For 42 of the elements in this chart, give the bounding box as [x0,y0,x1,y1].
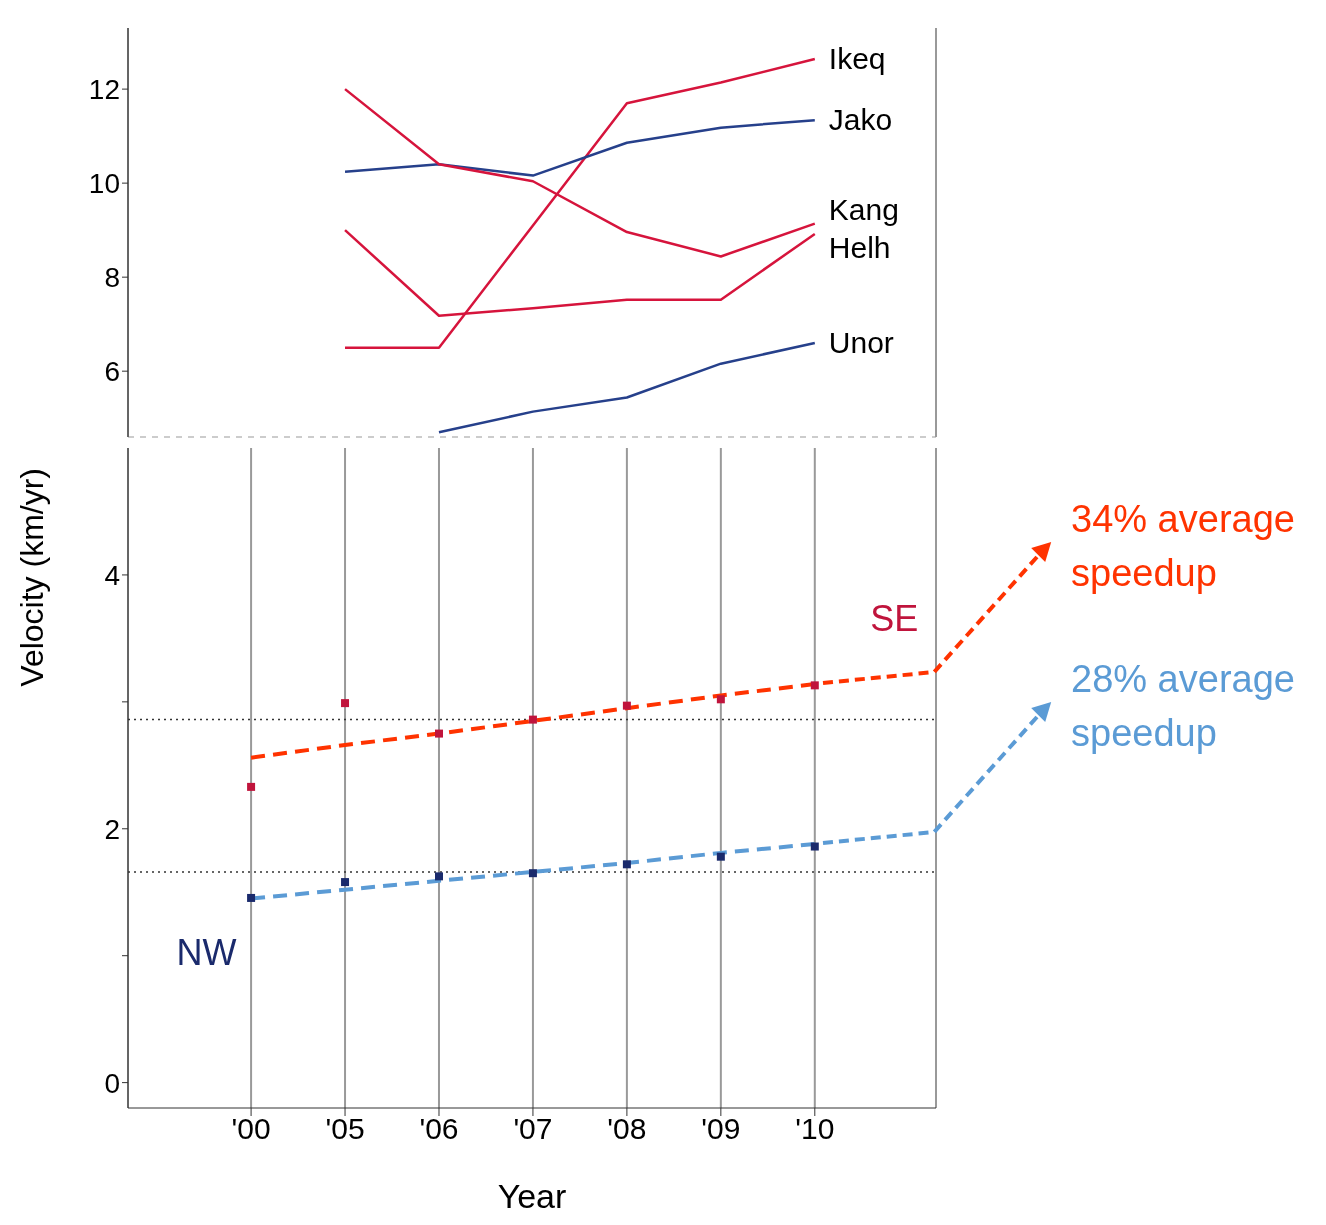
y-tick-label: 6 [104,356,120,388]
point [622,860,631,869]
x-tick-label: '07 [513,1112,553,1146]
series-label: Ikeq [828,42,886,76]
point [810,842,819,851]
point [716,695,725,704]
x-tick-label: '05 [325,1112,365,1146]
point [810,681,819,690]
line-series [343,118,817,177]
series-label: Jako [828,103,893,137]
series-label: Unor [828,325,894,359]
x-tick-label: '08 [607,1112,647,1146]
y-tick-label: 8 [104,262,120,294]
series-label: SE [870,597,919,639]
x-tick-label: '06 [419,1112,459,1146]
y-tick-label: 0 [104,1067,120,1099]
point [434,729,443,738]
point [434,872,443,881]
x-tick-label: '00 [231,1112,271,1146]
y-axis-title: Velocity (km/yr) [14,468,51,687]
y-tick-label: 2 [104,813,120,845]
x-axis-title: Year [497,1177,567,1215]
line-series [343,57,817,349]
x-tick-label: '10 [795,1112,835,1146]
series-label: NW [176,932,237,974]
point [247,893,256,902]
point [247,782,256,791]
point [622,701,631,710]
y-tick-label: 10 [88,168,120,200]
line-series [437,341,817,434]
annotation: 34% average speedup [1071,497,1296,597]
point [528,715,537,724]
point [528,869,537,878]
series-label: Kang [828,192,899,226]
series-label: Helh [828,230,891,264]
y-tick-label: 4 [104,559,120,591]
annotation: 28% average speedup [1071,657,1296,756]
x-tick-label: '09 [701,1112,741,1146]
point [341,878,350,887]
point [341,699,350,708]
point [716,852,725,861]
y-tick-label: 12 [88,74,120,106]
